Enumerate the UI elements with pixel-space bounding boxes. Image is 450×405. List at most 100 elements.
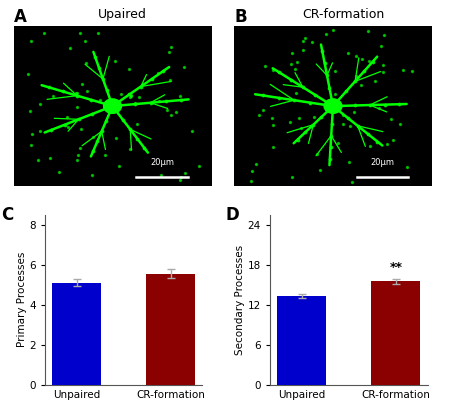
Point: [176, 93, 184, 99]
Point: [302, 34, 309, 41]
Point: [47, 155, 54, 162]
Point: [24, 71, 32, 77]
Point: [366, 102, 373, 108]
Point: [125, 65, 132, 72]
Point: [340, 120, 347, 127]
Point: [73, 92, 81, 99]
Point: [327, 144, 334, 151]
Point: [378, 43, 385, 49]
Text: Upaired: Upaired: [98, 8, 147, 21]
Point: [27, 38, 35, 44]
Point: [94, 30, 101, 36]
Point: [94, 138, 101, 145]
Point: [260, 107, 267, 113]
Point: [89, 111, 96, 117]
Point: [326, 84, 333, 91]
Point: [249, 168, 256, 174]
Point: [351, 109, 358, 115]
Point: [306, 99, 313, 106]
Point: [366, 143, 373, 149]
Point: [62, 122, 69, 128]
Point: [163, 107, 171, 113]
Point: [269, 122, 276, 129]
Point: [380, 32, 387, 38]
Point: [294, 58, 301, 65]
Point: [324, 72, 331, 79]
Point: [154, 69, 162, 76]
Point: [328, 132, 335, 139]
Point: [78, 126, 85, 132]
Bar: [52, 283, 101, 385]
Point: [261, 63, 268, 70]
Point: [340, 111, 347, 118]
Point: [75, 116, 82, 123]
Point: [103, 118, 110, 124]
Point: [126, 94, 134, 100]
Point: [74, 157, 81, 163]
Ellipse shape: [104, 99, 122, 113]
Point: [351, 78, 359, 85]
Point: [286, 119, 293, 126]
Point: [172, 108, 180, 115]
Y-axis label: Primary Processes: Primary Processes: [17, 252, 27, 347]
Point: [113, 134, 120, 141]
Point: [55, 169, 63, 175]
Text: **: **: [389, 262, 402, 275]
Point: [290, 97, 297, 103]
Point: [300, 47, 307, 53]
Point: [346, 159, 353, 166]
Point: [364, 130, 371, 137]
Point: [127, 93, 134, 99]
Point: [126, 146, 134, 152]
Point: [131, 100, 139, 107]
Point: [49, 93, 56, 100]
Point: [322, 30, 329, 37]
Point: [318, 114, 325, 121]
Point: [374, 138, 381, 145]
Point: [344, 115, 351, 121]
Point: [354, 123, 361, 129]
Point: [95, 65, 103, 71]
Ellipse shape: [324, 99, 342, 113]
Point: [247, 178, 254, 185]
Point: [126, 126, 134, 132]
Point: [287, 77, 294, 83]
Point: [299, 38, 306, 44]
Point: [387, 116, 395, 122]
Point: [331, 90, 338, 97]
Point: [308, 39, 315, 46]
Text: CR-formation: CR-formation: [302, 8, 384, 21]
Point: [356, 125, 363, 132]
Point: [353, 73, 360, 80]
Point: [36, 128, 43, 134]
Point: [310, 114, 318, 120]
Point: [101, 152, 108, 159]
Point: [28, 131, 36, 137]
Point: [45, 84, 52, 91]
Point: [275, 69, 282, 75]
Point: [287, 61, 294, 68]
Point: [311, 92, 319, 98]
Point: [63, 114, 70, 120]
Bar: [277, 296, 326, 385]
Point: [288, 50, 295, 56]
Point: [147, 100, 154, 106]
Point: [137, 83, 144, 90]
Point: [48, 127, 55, 133]
Point: [81, 38, 89, 45]
Point: [383, 141, 391, 147]
Point: [358, 82, 365, 88]
Point: [259, 92, 266, 99]
Point: [359, 56, 366, 62]
Point: [177, 174, 184, 180]
Point: [92, 54, 99, 60]
Point: [319, 47, 326, 54]
Point: [321, 60, 328, 66]
Point: [40, 30, 47, 36]
Point: [73, 104, 81, 110]
Point: [99, 76, 107, 82]
Point: [364, 28, 371, 34]
Point: [76, 30, 84, 36]
Y-axis label: Secondary Processes: Secondary Processes: [235, 245, 245, 355]
Point: [115, 163, 122, 170]
